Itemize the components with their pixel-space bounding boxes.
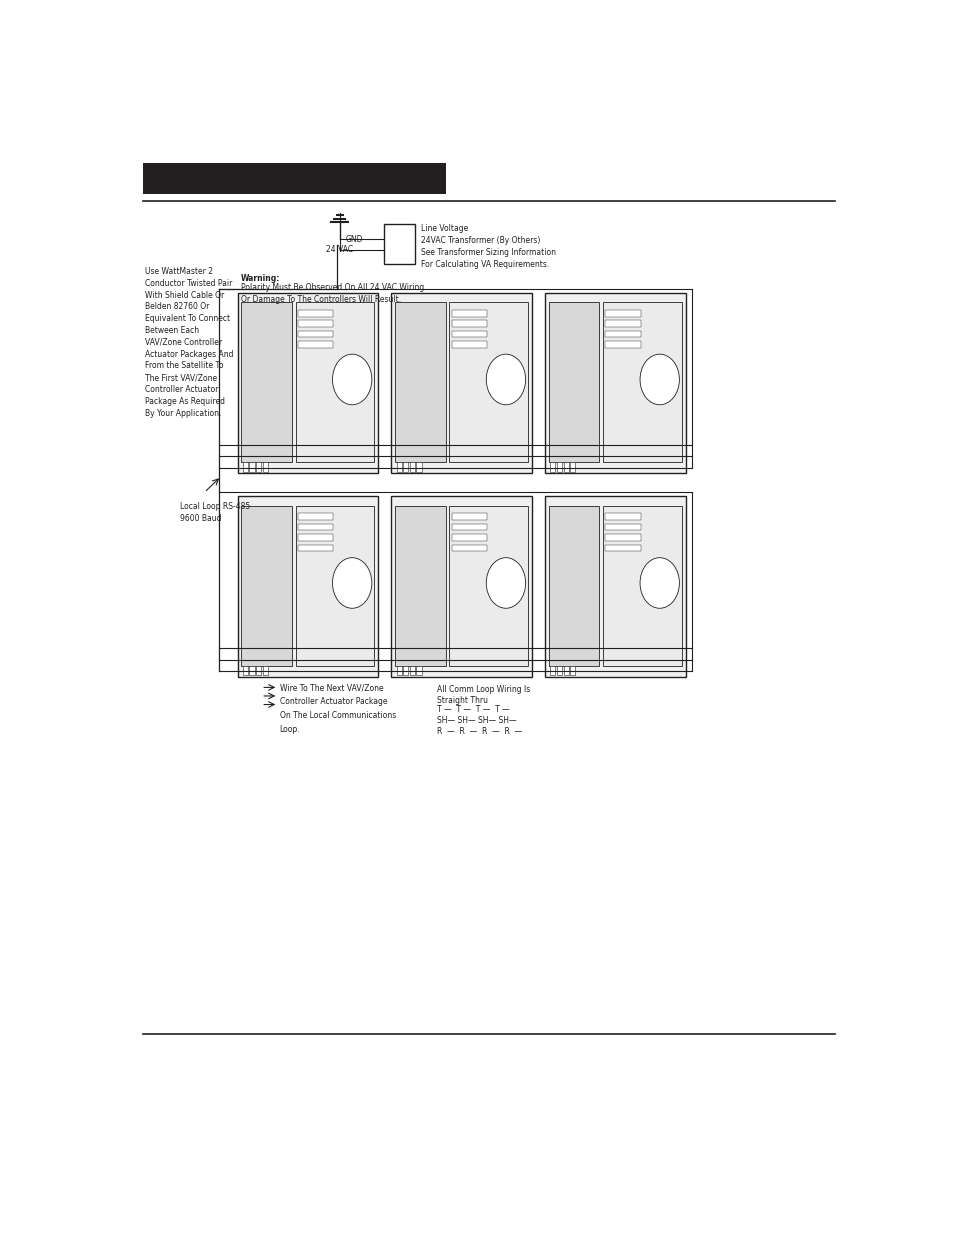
Bar [403, 462, 408, 472]
Bar [544, 496, 685, 677]
Bar [391, 293, 531, 473]
Bar [262, 666, 268, 676]
Bar [297, 535, 333, 541]
Text: Warning:: Warning: [241, 274, 280, 283]
Bar [602, 506, 681, 666]
Bar [242, 666, 248, 676]
Circle shape [639, 558, 679, 609]
Bar [451, 514, 486, 520]
Text: 24 VAC: 24 VAC [326, 246, 353, 254]
Bar [550, 462, 555, 472]
Bar [297, 514, 333, 520]
Text: T —  T —  T —  T —: T — T — T — T — [436, 704, 510, 714]
Bar [297, 545, 333, 551]
Bar [604, 341, 640, 348]
Text: SH— SH— SH— SH—: SH— SH— SH— SH— [436, 716, 517, 725]
Bar [548, 303, 598, 462]
Bar [451, 524, 486, 531]
Circle shape [486, 558, 525, 609]
Text: R  —  R  —  R  —  R  —: R — R — R — R — [436, 727, 522, 736]
Bar [416, 666, 421, 676]
Bar [391, 496, 531, 677]
Text: Polarity Must Be Observed On All 24 VAC Wiring
Or Damage To The Controllers Will: Polarity Must Be Observed On All 24 VAC … [241, 283, 424, 304]
Bar [451, 331, 486, 337]
Bar [295, 506, 374, 666]
Bar [395, 506, 445, 666]
Bar [604, 320, 640, 327]
Bar [249, 462, 254, 472]
Bar [242, 462, 248, 472]
Bar [548, 506, 598, 666]
Bar [604, 331, 640, 337]
Bar [451, 341, 486, 348]
Bar [410, 462, 415, 472]
Bar [249, 666, 254, 676]
Text: Local Loop RS-485
9600 Baud: Local Loop RS-485 9600 Baud [180, 501, 250, 522]
Bar [295, 303, 374, 462]
Bar [451, 320, 486, 327]
Bar [570, 462, 575, 472]
Text: Use WattMaster 2
Conductor Twisted Pair
With Shield Cable Or
Belden 82760 Or
Equ: Use WattMaster 2 Conductor Twisted Pair … [145, 267, 233, 417]
Bar [255, 462, 261, 472]
Circle shape [639, 354, 679, 405]
Bar [570, 666, 575, 676]
Bar [297, 320, 333, 327]
Bar [255, 666, 261, 676]
Bar [297, 524, 333, 531]
Bar [395, 303, 445, 462]
Bar [403, 666, 408, 676]
Bar [241, 303, 292, 462]
Bar [602, 303, 681, 462]
Bar [544, 293, 685, 473]
Bar [557, 462, 561, 472]
Bar [451, 545, 486, 551]
Bar [383, 225, 415, 264]
Text: Wire To The Next VAV/Zone
Controller Actuator Package
On The Local Communication: Wire To The Next VAV/Zone Controller Act… [279, 684, 395, 735]
Text: Line Voltage
24VAC Transformer (By Others)
See Transformer Sizing Information
Fo: Line Voltage 24VAC Transformer (By Other… [420, 225, 556, 269]
Bar [604, 524, 640, 531]
Bar [297, 331, 333, 337]
Bar [416, 462, 421, 472]
Bar [604, 535, 640, 541]
Bar [604, 310, 640, 316]
Bar [143, 163, 446, 194]
Bar [563, 462, 568, 472]
Text: All Comm Loop Wiring Is
Straight Thru: All Comm Loop Wiring Is Straight Thru [436, 684, 530, 705]
Bar [604, 545, 640, 551]
Bar [237, 496, 377, 677]
Bar [557, 666, 561, 676]
Bar [550, 666, 555, 676]
Bar [237, 293, 377, 473]
Bar [410, 666, 415, 676]
Bar [297, 341, 333, 348]
Bar [451, 535, 486, 541]
Bar [396, 666, 401, 676]
Bar [449, 506, 527, 666]
Bar [563, 666, 568, 676]
Circle shape [333, 354, 372, 405]
Bar [451, 310, 486, 316]
Circle shape [486, 354, 525, 405]
Bar [262, 462, 268, 472]
Circle shape [333, 558, 372, 609]
Bar [297, 310, 333, 316]
Bar [449, 303, 527, 462]
Text: GND: GND [345, 235, 362, 245]
Bar [604, 514, 640, 520]
Bar [241, 506, 292, 666]
Bar [396, 462, 401, 472]
